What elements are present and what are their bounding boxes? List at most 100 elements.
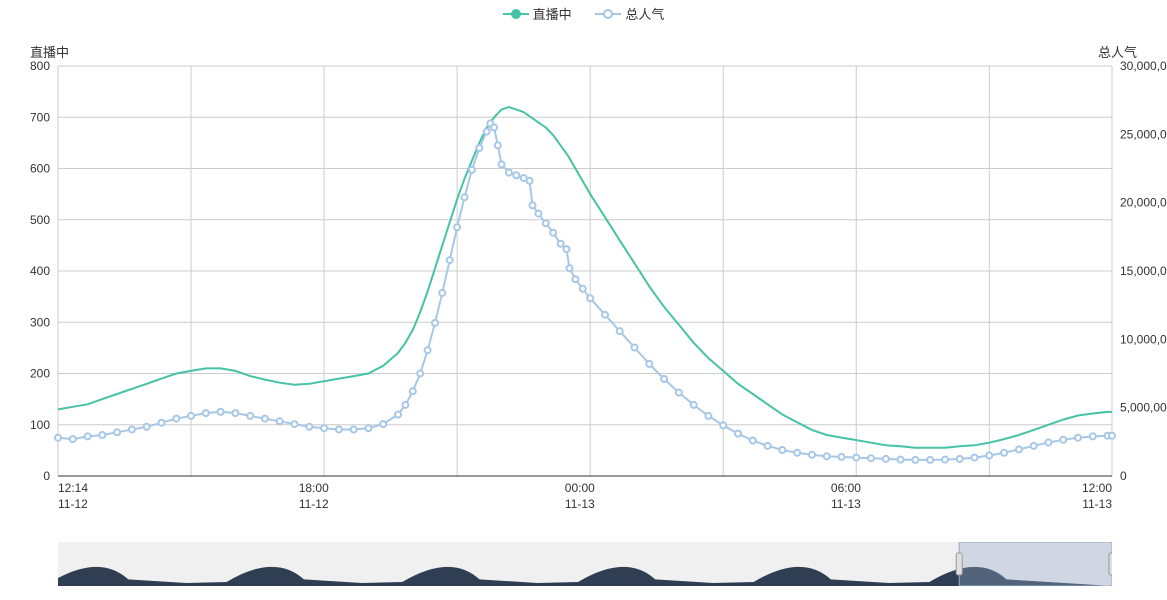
series-marker-s2 bbox=[720, 422, 726, 428]
series-marker-s2 bbox=[564, 246, 570, 252]
legend-item-s2[interactable]: 总人气 bbox=[595, 4, 664, 23]
x-tick-date: 11-13 bbox=[831, 497, 861, 511]
x-tick-time: 00:00 bbox=[565, 481, 595, 495]
x-tick-date: 11-13 bbox=[565, 497, 595, 511]
series-marker-s2 bbox=[617, 328, 623, 334]
series-marker-s2 bbox=[395, 412, 401, 418]
y1-tick-label: 300 bbox=[30, 315, 50, 329]
y1-axis-title: 直播中 bbox=[30, 42, 69, 61]
series-marker-s2 bbox=[129, 427, 135, 433]
series-marker-s2 bbox=[417, 371, 423, 377]
brush-handle-left[interactable] bbox=[956, 553, 962, 575]
series-marker-s2 bbox=[262, 416, 268, 422]
x-tick-time: 12:00 bbox=[1082, 481, 1112, 495]
brush-window[interactable] bbox=[959, 542, 1112, 586]
series-marker-s2 bbox=[572, 276, 578, 282]
legend-marker-s1 bbox=[503, 7, 529, 21]
series-marker-s2 bbox=[567, 265, 573, 271]
series-marker-s2 bbox=[292, 421, 298, 427]
series-marker-s2 bbox=[602, 312, 608, 318]
legend-label-s1: 直播中 bbox=[533, 4, 572, 23]
series-marker-s2 bbox=[942, 457, 948, 463]
series-marker-s2 bbox=[432, 320, 438, 326]
series-marker-s2 bbox=[506, 170, 512, 176]
series-marker-s2 bbox=[203, 410, 209, 416]
series-marker-s2 bbox=[484, 129, 490, 135]
series-marker-s2 bbox=[1090, 433, 1096, 439]
series-marker-s2 bbox=[580, 286, 586, 292]
series-marker-s2 bbox=[425, 347, 431, 353]
series-marker-s2 bbox=[495, 142, 501, 148]
series-marker-s2 bbox=[469, 167, 475, 173]
series-marker-s2 bbox=[439, 290, 445, 296]
series-marker-s2 bbox=[853, 455, 859, 461]
brush-overview[interactable] bbox=[58, 542, 1112, 586]
y1-tick-label: 400 bbox=[30, 264, 50, 278]
y1-tick-label: 200 bbox=[30, 367, 50, 381]
y2-tick-label: 0 bbox=[1120, 469, 1127, 483]
series-marker-s2 bbox=[114, 429, 120, 435]
series-marker-s2 bbox=[232, 410, 238, 416]
series-marker-s2 bbox=[85, 433, 91, 439]
series-marker-s2 bbox=[986, 453, 992, 459]
series-marker-s2 bbox=[530, 202, 536, 208]
series-marker-s2 bbox=[1016, 446, 1022, 452]
series-marker-s2 bbox=[676, 390, 682, 396]
series-marker-s2 bbox=[159, 420, 165, 426]
series-marker-s2 bbox=[447, 257, 453, 263]
series-marker-s2 bbox=[883, 456, 889, 462]
series-marker-s2 bbox=[750, 438, 756, 444]
series-marker-s2 bbox=[513, 172, 519, 178]
series-marker-s2 bbox=[144, 424, 150, 430]
series-line-s1 bbox=[58, 107, 1112, 448]
series-marker-s2 bbox=[380, 421, 386, 427]
brush-handle-right[interactable] bbox=[1109, 553, 1112, 575]
x-tick-date: 11-12 bbox=[58, 497, 88, 511]
series-marker-s2 bbox=[173, 416, 179, 422]
series-marker-s2 bbox=[839, 454, 845, 460]
series-marker-s2 bbox=[247, 413, 253, 419]
series-marker-s2 bbox=[691, 402, 697, 408]
series-marker-s2 bbox=[558, 241, 564, 247]
series-marker-s2 bbox=[550, 230, 556, 236]
y2-axis-title: 总人气 bbox=[1098, 42, 1137, 61]
series-marker-s2 bbox=[1109, 433, 1115, 439]
series-marker-s2 bbox=[306, 424, 312, 430]
series-marker-s2 bbox=[1060, 437, 1066, 443]
series-marker-s2 bbox=[462, 194, 468, 200]
series-marker-s2 bbox=[491, 125, 497, 131]
y1-tick-label: 600 bbox=[30, 162, 50, 176]
series-marker-s2 bbox=[824, 453, 830, 459]
x-tick-time: 12:14 bbox=[58, 481, 88, 495]
series-marker-s2 bbox=[927, 457, 933, 463]
series-marker-s2 bbox=[809, 452, 815, 458]
legend-marker-s2 bbox=[595, 7, 621, 21]
series-marker-s2 bbox=[218, 409, 224, 415]
series-marker-s2 bbox=[765, 443, 771, 449]
y1-tick-label: 100 bbox=[30, 418, 50, 432]
y2-tick-label: 25,000,000 bbox=[1120, 127, 1167, 141]
series-marker-s2 bbox=[336, 427, 342, 433]
series-marker-s2 bbox=[55, 435, 61, 441]
line-chart: 010020030040050060070080005,000,00010,00… bbox=[0, 0, 1167, 530]
series-marker-s2 bbox=[587, 295, 593, 301]
series-marker-s2 bbox=[535, 211, 541, 217]
series-marker-s2 bbox=[1001, 450, 1007, 456]
series-marker-s2 bbox=[661, 376, 667, 382]
legend-item-s1[interactable]: 直播中 bbox=[503, 4, 572, 23]
series-marker-s2 bbox=[410, 388, 416, 394]
y2-tick-label: 15,000,000 bbox=[1120, 264, 1167, 278]
series-marker-s2 bbox=[99, 432, 105, 438]
series-marker-s2 bbox=[527, 178, 533, 184]
chart-container: 直播中 总人气 直播中 总人气 010020030040050060070080… bbox=[0, 0, 1167, 600]
y2-tick-label: 30,000,000 bbox=[1120, 59, 1167, 73]
series-marker-s2 bbox=[543, 220, 549, 226]
series-marker-s2 bbox=[912, 457, 918, 463]
y2-tick-label: 20,000,000 bbox=[1120, 196, 1167, 210]
y1-tick-label: 500 bbox=[30, 213, 50, 227]
series-marker-s2 bbox=[632, 345, 638, 351]
series-marker-s2 bbox=[1045, 440, 1051, 446]
legend-label-s2: 总人气 bbox=[625, 4, 664, 23]
series-marker-s2 bbox=[476, 145, 482, 151]
series-marker-s2 bbox=[779, 447, 785, 453]
